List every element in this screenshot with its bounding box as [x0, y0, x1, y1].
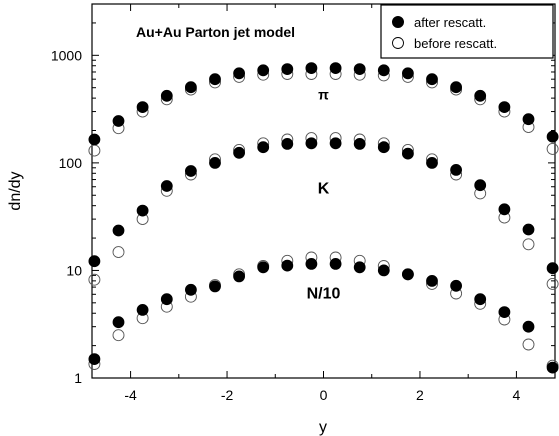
data-point-after-rescatt	[377, 141, 390, 154]
data-point-after-rescatt	[474, 89, 487, 102]
data-point-before-rescatt	[522, 338, 535, 351]
legend-box	[380, 4, 554, 59]
data-point-after-rescatt	[498, 203, 511, 216]
data-point-after-rescatt	[88, 133, 101, 146]
legend: after rescatt. before rescatt.	[380, 4, 554, 59]
data-point-after-rescatt	[112, 224, 125, 237]
legend-label-before: before rescatt.	[414, 36, 497, 51]
legend-label-after: after rescatt.	[414, 15, 486, 30]
annotation-k: K	[318, 180, 330, 197]
data-point-before-rescatt	[546, 277, 559, 290]
annotation-pi: π	[318, 86, 329, 102]
data-point-after-rescatt	[426, 274, 438, 287]
data-point-after-rescatt	[281, 137, 294, 150]
data-point-after-rescatt	[474, 293, 487, 306]
data-point-after-rescatt	[233, 67, 246, 80]
legend-marker-before	[392, 37, 404, 49]
data-point-after-rescatt	[498, 101, 511, 113]
data-point-after-rescatt	[377, 264, 390, 277]
data-point-after-rescatt	[305, 257, 318, 270]
data-point-after-rescatt	[184, 165, 197, 177]
data-point-after-rescatt	[257, 261, 270, 274]
data-point-after-rescatt	[546, 130, 559, 143]
data-point-after-rescatt	[233, 146, 246, 159]
y-tick-label: 10	[66, 262, 82, 278]
data-point-after-rescatt	[281, 259, 294, 272]
chart-title: Au+Au Parton jet model	[136, 24, 295, 40]
data-point-after-rescatt	[160, 89, 173, 102]
data-point-after-rescatt	[281, 63, 294, 75]
axis-tick-labels: -4 -2 0 2 4 1 10 100 1000	[51, 47, 521, 403]
data-point-after-rescatt	[401, 147, 414, 160]
data-point-after-rescatt	[522, 320, 535, 333]
y-tick-label: 100	[59, 155, 83, 171]
data-point-after-rescatt	[184, 283, 197, 296]
data-point-after-rescatt	[112, 115, 125, 127]
data-point-after-rescatt	[305, 137, 318, 150]
data-point-after-rescatt	[257, 141, 270, 154]
data-point-after-rescatt	[209, 280, 221, 293]
data-point-after-rescatt	[450, 81, 463, 94]
data-point-before-rescatt	[546, 142, 559, 155]
data-point-after-rescatt	[112, 316, 125, 329]
data-point-after-rescatt	[257, 64, 270, 77]
data-point-after-rescatt	[329, 257, 342, 270]
data-point-after-rescatt	[401, 268, 414, 281]
data-point-after-rescatt	[329, 137, 342, 150]
x-tick-label: 4	[513, 387, 521, 403]
data-point-after-rescatt	[426, 73, 438, 86]
data-point-after-rescatt	[353, 63, 366, 75]
data-point-after-rescatt	[450, 279, 463, 292]
x-tick-label: 0	[320, 387, 328, 403]
data-point-after-rescatt	[546, 361, 559, 374]
data-point-after-rescatt	[522, 113, 535, 126]
data-point-before-rescatt	[112, 329, 125, 342]
data-point-after-rescatt	[136, 303, 149, 316]
x-axis-title: y	[319, 419, 327, 436]
data-point-after-rescatt	[474, 179, 487, 192]
data-point-after-rescatt	[88, 353, 101, 366]
data-point-after-rescatt	[401, 67, 414, 80]
data-point-after-rescatt	[353, 261, 366, 274]
data-point-after-rescatt	[88, 255, 101, 268]
data-point-after-rescatt	[184, 81, 197, 94]
data-point-after-rescatt	[353, 137, 366, 150]
data-point-before-rescatt	[88, 273, 101, 286]
data-point-after-rescatt	[136, 101, 149, 113]
y-axis-title: dn/dy	[7, 171, 24, 210]
data-points	[88, 62, 559, 374]
data-point-after-rescatt	[136, 204, 149, 217]
data-point-after-rescatt	[305, 62, 318, 74]
data-point-before-rescatt	[522, 238, 535, 251]
data-point-after-rescatt	[546, 262, 559, 275]
legend-marker-after	[392, 16, 404, 28]
data-point-before-rescatt	[112, 246, 125, 259]
data-point-after-rescatt	[233, 270, 246, 283]
data-point-after-rescatt	[209, 73, 221, 86]
data-point-after-rescatt	[329, 62, 342, 74]
y-tick-label: 1000	[51, 47, 82, 63]
data-point-after-rescatt	[160, 180, 173, 192]
data-point-after-rescatt	[160, 293, 173, 306]
data-point-after-rescatt	[209, 156, 221, 169]
data-point-after-rescatt	[377, 64, 390, 77]
x-tick-label: -2	[221, 387, 234, 403]
data-point-after-rescatt	[426, 156, 438, 169]
y-tick-label: 1	[74, 370, 82, 386]
x-tick-label: -4	[124, 387, 137, 403]
data-point-after-rescatt	[522, 223, 535, 236]
annotation-n10: N/10	[307, 285, 341, 302]
data-point-after-rescatt	[450, 163, 463, 176]
x-tick-label: 2	[416, 387, 424, 403]
data-point-after-rescatt	[498, 306, 511, 319]
